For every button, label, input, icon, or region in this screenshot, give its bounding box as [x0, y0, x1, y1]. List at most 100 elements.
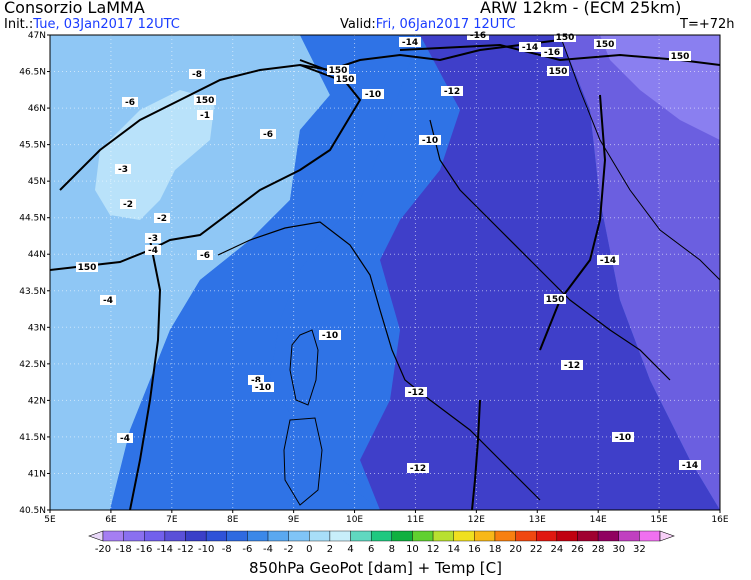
temperature-label-bg — [519, 42, 541, 52]
init-time: Init.:Tue, 03Jan2017 12UTC — [4, 17, 180, 32]
lead-time: T=+72h — [680, 17, 735, 32]
lon-label: 15E — [651, 515, 668, 525]
init-label: Init.: — [4, 17, 34, 32]
temperature-label: -3 — [118, 165, 128, 175]
colorbar-swatch — [474, 530, 496, 542]
colorbar-value: 18 — [489, 544, 502, 555]
temperature-label-bg — [419, 135, 441, 145]
colorbar-value: 12 — [427, 544, 440, 555]
temperature-label: -6 — [263, 130, 273, 140]
lon-label: 9E — [288, 515, 300, 525]
lon-label: 6E — [105, 515, 117, 525]
geopotential-label: 150 — [549, 67, 568, 77]
geopotential-isoline-150-mid — [539, 94, 607, 351]
field-region-mid — [110, 35, 420, 510]
geopotential-label-bg — [544, 294, 566, 304]
temperature-label-bg — [319, 330, 341, 340]
geopotential-label: 150 — [596, 40, 615, 50]
temperature-label: -10 — [422, 136, 438, 146]
temperature-label: -10 — [322, 331, 338, 341]
colorbar-swatch — [226, 530, 248, 542]
colorbar-value: -14 — [157, 544, 173, 555]
lon-label: 10E — [346, 515, 363, 525]
colorbar-value: -2 — [284, 544, 294, 555]
temperature-field — [50, 35, 720, 510]
colorbar: -20 -18 -16 -14 -12 -10 -8 -6 -4 -2 0 2 4 6 8 10 12 14 16 1… — [88, 530, 675, 555]
lat-label: 41N — [28, 469, 46, 479]
colorbar-swatch — [164, 530, 186, 542]
colorbar-swatch — [247, 530, 269, 542]
colorbar-value: -10 — [198, 544, 214, 555]
colorbar-value: -20 — [95, 544, 111, 555]
colorbar-value: -8 — [222, 544, 232, 555]
colorbar-swatch — [412, 530, 434, 542]
temperature-label-bg — [100, 295, 116, 305]
temperature-label-bg — [541, 47, 563, 57]
colorbar-value: 6 — [368, 544, 374, 555]
temperature-label-bg — [441, 86, 463, 96]
temperature-label-bg — [561, 360, 583, 370]
colorbar-swatch — [618, 530, 640, 542]
geopotential-label: 150 — [78, 263, 97, 273]
colorbar-value: -12 — [177, 544, 193, 555]
lat-label: 43N — [28, 323, 46, 333]
coastline-croatia — [559, 35, 720, 281]
geopotential-label-bg — [327, 65, 349, 75]
temperature-label: -6 — [125, 98, 135, 108]
lon-label: 13E — [529, 515, 546, 525]
isoline-labels: -14-16-14 -16-8-10 -12-6-1-10-6-3-2-2-3-4-… — [76, 30, 701, 474]
lon-label: 7E — [166, 515, 178, 525]
border-line-south — [471, 399, 481, 510]
temperature-label-bg — [399, 37, 421, 47]
colorbar-value: 4 — [347, 544, 353, 555]
plot-frame — [49, 34, 721, 511]
geopotential-label-bg — [334, 74, 356, 84]
geopotential-label: 150 — [671, 52, 690, 62]
geopotential-label: 150 — [336, 75, 355, 85]
temperature-label: -4 — [148, 246, 158, 256]
field-region-violet — [560, 35, 720, 510]
temperature-label-bg — [260, 129, 276, 139]
colorbar-value: 24 — [550, 544, 563, 555]
coastline-corsica — [289, 329, 319, 406]
border-france-west — [129, 239, 162, 510]
lat-label: 41.5N — [19, 433, 46, 443]
lon-label: 8E — [227, 515, 239, 525]
colorbar-value: 32 — [633, 544, 646, 555]
field-region-deep — [360, 35, 720, 510]
lon-label: 14E — [590, 515, 607, 525]
temperature-label: -12 — [408, 388, 424, 398]
valid-label: Valid: — [340, 17, 376, 32]
colorbar-value: 10 — [406, 544, 419, 555]
colorbar-value: 30 — [612, 544, 625, 555]
lat-label: 42.5N — [19, 360, 46, 370]
lat-label: 42N — [28, 396, 46, 406]
coastline-italy-west — [217, 221, 541, 501]
coastline-italy-east — [429, 119, 671, 381]
valid-value: Fri, 06Jan2017 12UTC — [375, 17, 516, 32]
colorbar-swatch — [123, 530, 145, 542]
colorbar-swatch — [185, 530, 207, 542]
colorbar-swatch — [350, 530, 372, 542]
colorbar-swatch — [494, 530, 516, 542]
temperature-label-bg — [405, 387, 427, 397]
colorbar-value: 8 — [389, 544, 395, 555]
geopotential-label: 150 — [546, 295, 565, 305]
lon-label: 16E — [711, 515, 728, 525]
temperature-label: -14 — [600, 256, 616, 266]
temperature-label: -14 — [682, 461, 698, 471]
colorbar-value: -16 — [136, 544, 152, 555]
temperature-label: -16 — [470, 31, 486, 41]
geopotential-label: 150 — [329, 66, 348, 76]
geopotential-label-bg — [76, 262, 98, 272]
geopotential-label-bg — [669, 51, 691, 61]
temperature-label: -2 — [123, 200, 133, 210]
colorbar-swatch — [515, 530, 537, 542]
temperature-label: -16 — [544, 48, 560, 58]
geopotential-label-bg — [554, 32, 576, 42]
temperature-label: -12 — [444, 87, 460, 97]
temperature-label-bg — [197, 250, 213, 260]
colorbar-swatch — [267, 530, 289, 542]
temperature-label-bg — [597, 255, 619, 265]
